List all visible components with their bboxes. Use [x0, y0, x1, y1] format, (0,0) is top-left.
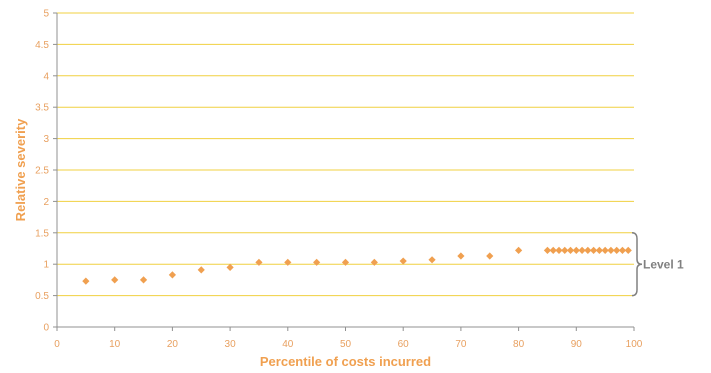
data-point-0-20 [566, 246, 575, 254]
data-point-0-17 [549, 246, 557, 254]
y-tick-label-6: 3 [43, 134, 49, 145]
x-tick-label-1: 10 [109, 339, 121, 350]
x-tick-label-7: 70 [455, 339, 467, 350]
x-tick-label-5: 50 [340, 339, 352, 350]
data-point-0-14 [486, 252, 494, 260]
x-tick-label-2: 20 [167, 339, 179, 350]
data-point-0-15 [515, 246, 523, 254]
y-tick-label-4: 2 [43, 197, 49, 208]
y-tick-label-7: 3.5 [35, 103, 49, 114]
y-tick-label-3: 1.5 [35, 228, 49, 239]
data-point-0-5 [226, 263, 234, 271]
data-point-0-25 [595, 246, 603, 254]
data-point-0-8 [313, 258, 321, 266]
y-tick-label-0: 0 [43, 323, 49, 334]
data-point-0-16 [543, 246, 552, 254]
data-point-0-6 [255, 258, 263, 266]
x-tick-label-9: 90 [571, 339, 583, 350]
data-point-0-26 [601, 246, 609, 254]
y-tick-label-9: 4.5 [35, 40, 49, 51]
data-point-0-18 [555, 246, 563, 254]
data-point-0-19 [561, 246, 569, 254]
x-tick-labels: 0 10 20 30 40 50 60 70 80 90 100 [54, 339, 643, 350]
x-tick-label-10: 100 [626, 339, 643, 350]
data-point-0-9 [341, 258, 350, 266]
y-tick-label-10: 5 [43, 9, 49, 20]
data-point-0-0 [82, 277, 90, 285]
axes [53, 12, 635, 331]
data-point-0-10 [370, 258, 378, 266]
data-point-0-23 [584, 246, 592, 254]
x-axis-title: Percentile of costs incurred [260, 354, 431, 369]
y-tick-label-1: 0.5 [35, 291, 49, 302]
gridlines [57, 12, 634, 297]
data-point-0-22 [578, 246, 586, 254]
y-tick-label-2: 1 [43, 260, 49, 271]
y-axis-title: Relative severity [13, 118, 28, 221]
data-point-0-2 [139, 276, 148, 284]
data-point-0-1 [111, 276, 119, 284]
data-point-0-21 [572, 246, 580, 254]
data-point-0-28 [613, 246, 621, 254]
x-tick-label-4: 40 [282, 339, 294, 350]
brace-0 [631, 232, 643, 297]
y-tick-labels: 0 0.5 1 1.5 2 2.5 3 3.5 4 4.5 5 [35, 9, 49, 334]
level-annotation: Level 1 [631, 232, 684, 297]
y-tick-label-5: 2.5 [35, 166, 49, 177]
data-points [82, 246, 632, 285]
data-point-0-11 [399, 257, 407, 265]
data-point-0-24 [590, 246, 598, 254]
data-point-0-30 [624, 246, 632, 254]
x-tick-label-3: 30 [225, 339, 237, 350]
data-point-0-4 [197, 266, 205, 274]
y-tick-label-8: 4 [43, 71, 49, 82]
data-point-0-7 [284, 258, 292, 266]
x-tick-label-6: 60 [398, 339, 410, 350]
x-tick-label-0: 0 [54, 339, 60, 350]
data-point-0-27 [607, 246, 615, 254]
data-point-0-29 [618, 246, 627, 254]
annotation-label-0: Level 1 [643, 258, 684, 272]
data-point-0-13 [457, 252, 465, 260]
data-point-0-12 [428, 256, 436, 264]
data-point-0-3 [168, 271, 176, 279]
x-tick-label-8: 80 [513, 339, 525, 350]
